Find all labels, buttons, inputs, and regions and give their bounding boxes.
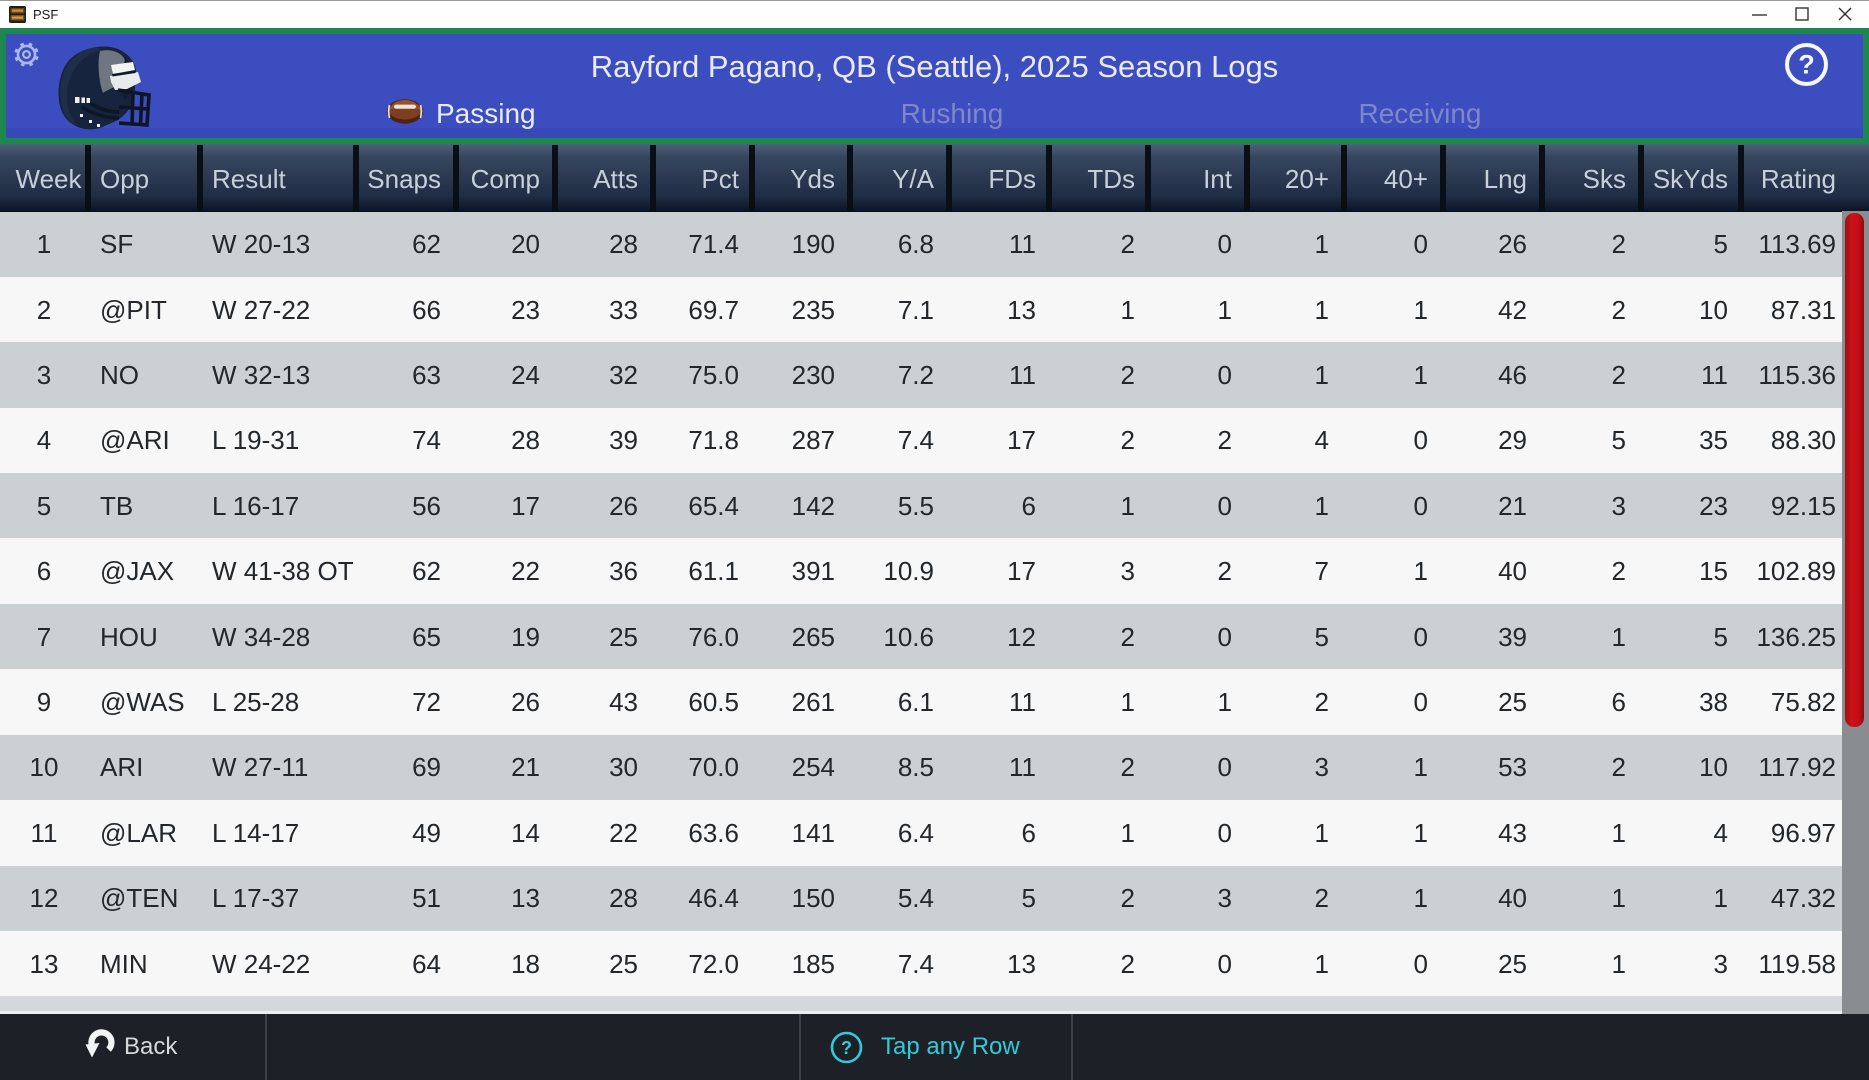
svg-text:?: ? — [1798, 50, 1815, 80]
svg-text:?: ? — [841, 1038, 852, 1058]
